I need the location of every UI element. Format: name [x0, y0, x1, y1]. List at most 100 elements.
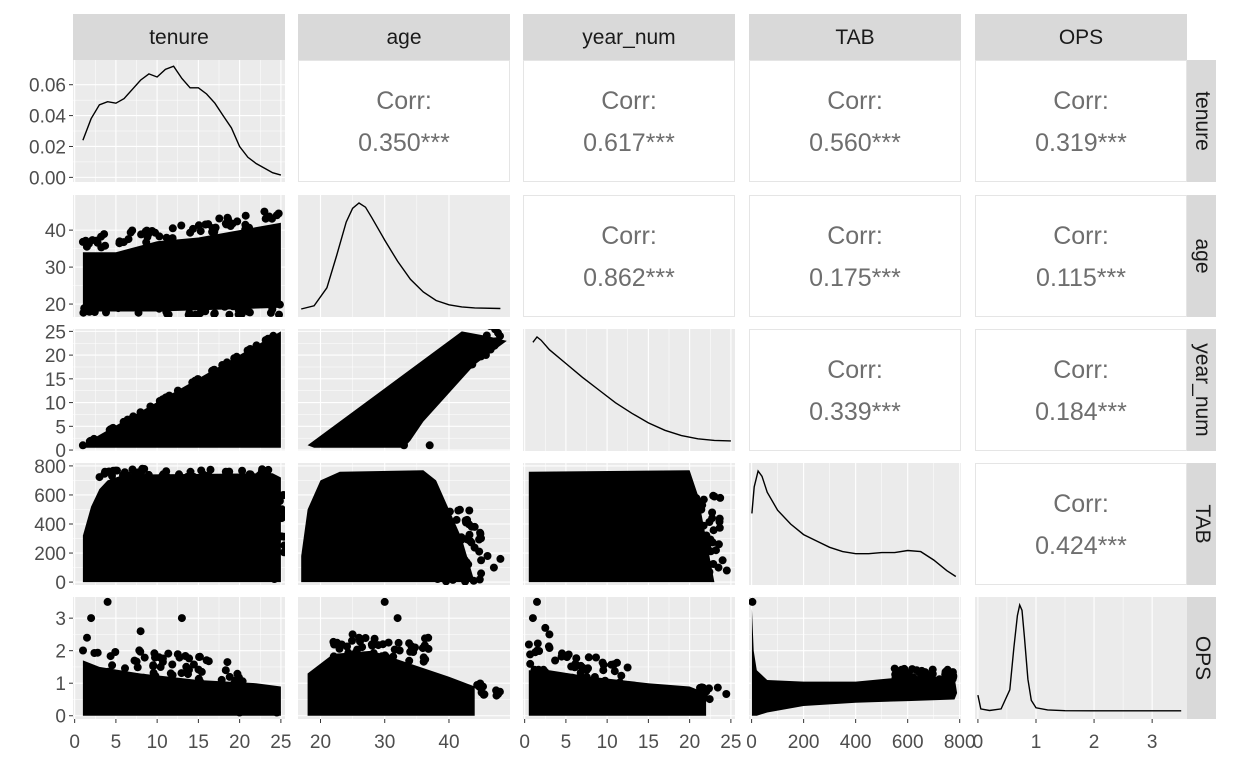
- data-point: [83, 666, 92, 675]
- data-point: [235, 708, 244, 717]
- x-tick-label: 20: [679, 732, 700, 753]
- column-strip-label: tenure: [149, 26, 209, 49]
- data-point: [705, 518, 714, 526]
- data-point: [917, 669, 926, 678]
- data-point: [241, 225, 250, 234]
- data-point: [432, 568, 441, 577]
- data-point: [270, 575, 279, 583]
- data-point: [698, 548, 707, 557]
- data-point: [226, 301, 235, 309]
- panel-year_num-tenure: [73, 329, 285, 451]
- data-point: [196, 309, 205, 317]
- data-point: [377, 652, 386, 661]
- data-point: [204, 657, 213, 666]
- data-point: [155, 397, 164, 405]
- data-point: [266, 308, 275, 317]
- data-point: [395, 646, 404, 655]
- data-point: [122, 671, 131, 680]
- data-point: [81, 236, 90, 245]
- panel-age-TAB: Corr: 0.175***: [749, 195, 961, 317]
- row-strip-label: year_num: [1191, 343, 1214, 436]
- corr-label: Corr:: [601, 222, 657, 250]
- y-tick-label: 2: [55, 642, 66, 663]
- corr-panel-bg: [298, 60, 510, 182]
- data-point: [166, 669, 175, 678]
- y-tick-label: 1: [55, 674, 66, 695]
- x-tick-label: 15: [188, 732, 209, 753]
- data-point: [405, 656, 414, 665]
- points-TAB-vs-year_num: [528, 470, 731, 583]
- data-point: [120, 468, 129, 477]
- corr-label: Corr:: [601, 87, 657, 115]
- data-point: [457, 533, 466, 542]
- data-point: [445, 550, 454, 559]
- corr-value: 0.175***: [809, 264, 901, 292]
- data-point: [694, 559, 703, 567]
- data-point: [83, 633, 91, 642]
- data-point: [104, 667, 113, 676]
- data-point: [489, 563, 498, 572]
- data-point: [261, 336, 270, 345]
- data-point: [352, 649, 361, 658]
- data-point: [209, 366, 218, 374]
- data-point: [394, 638, 403, 647]
- data-point: [202, 303, 211, 312]
- data-point: [610, 667, 619, 676]
- data-point: [177, 221, 186, 230]
- data-point: [697, 683, 706, 692]
- data-point: [82, 242, 91, 251]
- data-point: [439, 534, 448, 543]
- data-point: [533, 597, 541, 606]
- points-OPS-vs-age: [307, 597, 504, 716]
- data-point: [260, 207, 269, 216]
- x-tick-label: 15: [638, 732, 659, 753]
- x-tick-label: 400: [840, 732, 872, 753]
- data-point: [119, 417, 128, 426]
- data-point: [215, 214, 224, 223]
- data-point: [454, 506, 463, 515]
- data-point: [226, 219, 235, 227]
- panel-bg: [749, 463, 961, 585]
- data-point: [269, 552, 278, 561]
- data-point: [432, 529, 441, 538]
- data-point: [680, 502, 689, 511]
- data-point: [593, 679, 602, 688]
- data-point: [687, 562, 696, 571]
- data-point: [280, 541, 285, 550]
- density-curve-year_num: [532, 336, 731, 442]
- panel-OPS-year_num: [523, 597, 735, 719]
- row-strip-year_num: [1187, 329, 1216, 451]
- data-point: [91, 303, 99, 312]
- data-point: [482, 331, 491, 340]
- data-point: [545, 630, 554, 639]
- data-point: [475, 535, 484, 544]
- data-point: [475, 575, 484, 584]
- data-point: [342, 656, 351, 665]
- y-tick-label: 0.06: [29, 76, 66, 97]
- data-point: [146, 402, 155, 411]
- data-point: [121, 664, 129, 673]
- column-strip-year_num: [523, 14, 735, 60]
- data-point: [524, 640, 533, 649]
- data-point: [433, 575, 442, 583]
- data-point: [535, 647, 544, 655]
- data-point: [369, 649, 378, 658]
- data-point: [466, 352, 475, 361]
- corr-panel-bg: [975, 463, 1187, 585]
- data-point: [609, 685, 618, 694]
- data-point: [106, 652, 115, 661]
- panel-age-year_num: Corr: 0.862***: [523, 195, 735, 317]
- data-point: [329, 652, 338, 661]
- data-point: [526, 659, 535, 668]
- data-point: [78, 441, 87, 450]
- column-strip-label: age: [386, 26, 421, 49]
- data-point: [243, 346, 252, 355]
- points-age-vs-tenure: [78, 207, 284, 317]
- corr-label: Corr:: [827, 356, 883, 384]
- data-point: [470, 522, 479, 531]
- data-point: [702, 560, 711, 569]
- data-point: [584, 653, 593, 662]
- data-point: [380, 597, 389, 606]
- dense-point-cloud: [82, 473, 281, 583]
- data-point: [424, 644, 433, 653]
